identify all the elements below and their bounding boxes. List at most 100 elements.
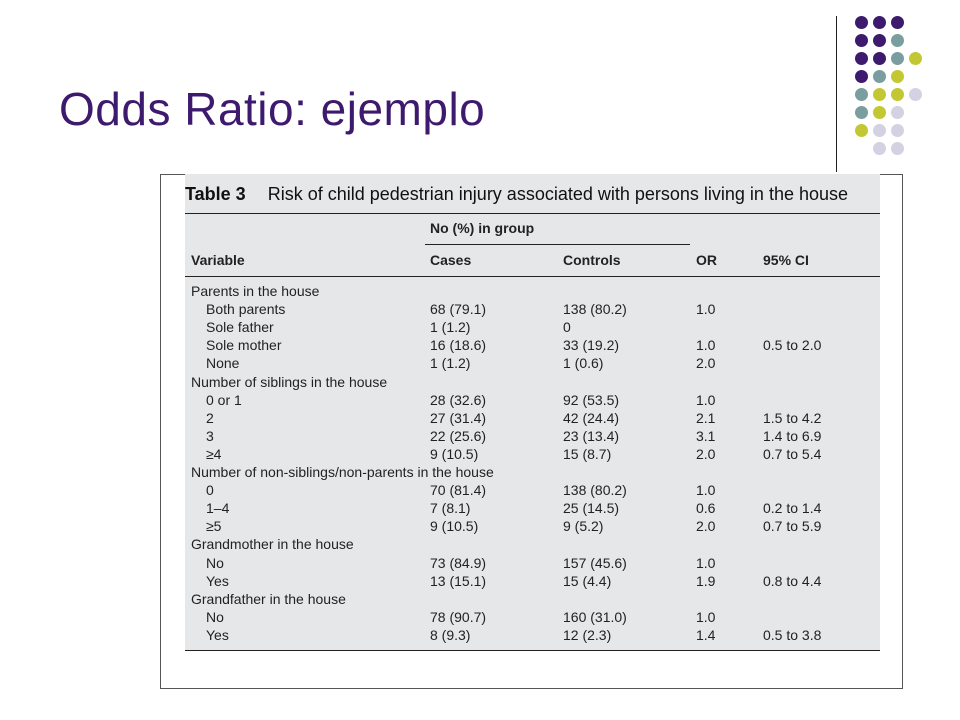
decorative-dot (873, 88, 886, 101)
header-group: No (%) in group (430, 220, 535, 236)
cell-variable: Sole father (206, 319, 274, 336)
table-row: Sole mother 16 (18.6) 33 (19.2) 1.0 0.5 to 2… (0, 337, 960, 355)
cell-or: 1.0 (696, 608, 716, 625)
cell-variable: 1–4 (206, 500, 230, 517)
header-rule (185, 276, 880, 277)
cell-ci: 1.5 to 4.2 (763, 409, 822, 426)
cell-controls: 33 (19.2) (563, 337, 620, 354)
cell-ci: 0.7 to 5.9 (763, 518, 822, 535)
header-variable: Variable (191, 252, 245, 268)
decorative-dot (855, 52, 868, 65)
cell-or: 2.0 (696, 355, 716, 372)
cell-controls: 138 (80.2) (563, 482, 627, 499)
cell-controls: 138 (80.2) (563, 301, 627, 318)
cell-controls: 9 (5.2) (563, 518, 604, 535)
cell-cases: 27 (31.4) (430, 409, 487, 426)
decorative-dot (909, 88, 922, 101)
cell-controls: 12 (2.3) (563, 626, 612, 643)
cell-cases: 28 (32.6) (430, 391, 487, 408)
cell-cases: 1 (1.2) (430, 319, 471, 336)
decorative-dot (909, 52, 922, 65)
cell-ci: 0.8 to 4.4 (763, 572, 822, 589)
cell-or: 1.0 (696, 482, 716, 499)
cell-variable: 0 or 1 (206, 391, 242, 408)
cell-controls: 15 (4.4) (563, 572, 612, 589)
cell-cases: 68 (79.1) (430, 301, 487, 318)
slide-title: Odds Ratio: ejemplo (59, 83, 486, 135)
cell-cases: 73 (84.9) (430, 554, 487, 571)
cell-variable: Grandfather in the house (191, 590, 346, 607)
table-section-row: Number of siblings in the house (0, 374, 960, 392)
table-row: 0 or 1 28 (32.6) 92 (53.5) 1.0 (0, 392, 960, 410)
cell-variable: Parents in the house (191, 283, 320, 299)
decorative-dot (855, 124, 868, 137)
table-row: No 78 (90.7) 160 (31.0) 1.0 (0, 609, 960, 627)
cell-variable: Yes (206, 626, 229, 643)
table-section-row: Grandmother in the house (0, 536, 960, 554)
table-section-row: Parents in the house (0, 283, 960, 301)
cell-cases: 8 (9.3) (430, 626, 471, 643)
cell-cases: 9 (10.5) (430, 518, 479, 535)
cell-variable: Grandmother in the house (191, 536, 354, 553)
cell-cases: 22 (25.6) (430, 427, 487, 444)
cell-variable: No (206, 554, 224, 571)
decorative-dot (873, 70, 886, 83)
cell-cases: 13 (15.1) (430, 572, 487, 589)
cell-or: 0.6 (696, 500, 716, 517)
cell-cases: 70 (81.4) (430, 482, 487, 499)
cell-variable: ≥4 (206, 445, 222, 462)
cell-or: 1.9 (696, 572, 716, 589)
table-number: Table 3 (185, 184, 246, 204)
table-section-row: Number of non-siblings/non-parents in th… (0, 464, 960, 482)
decorative-dot (855, 34, 868, 47)
cell-variable: Number of non-siblings/non-parents in th… (191, 464, 494, 480)
cell-or: 2.0 (696, 518, 716, 535)
table-row: 1–4 7 (8.1) 25 (14.5) 0.6 0.2 to 1.4 (0, 500, 960, 518)
decorative-dot-grid (0, 0, 960, 180)
cell-variable: ≥5 (206, 518, 222, 535)
cell-controls: 92 (53.5) (563, 391, 620, 408)
table-section-row: Grandfather in the house (0, 591, 960, 609)
cell-variable: None (206, 355, 240, 372)
cell-or: 1.4 (696, 626, 716, 643)
decorative-dot (855, 70, 868, 83)
cell-or: 2.0 (696, 445, 716, 462)
table-row: Both parents 68 (79.1) 138 (80.2) 1.0 (0, 301, 960, 319)
cell-controls: 25 (14.5) (563, 500, 620, 517)
cell-or: 1.0 (696, 301, 716, 318)
cell-variable: Yes (206, 572, 229, 589)
decorative-dot (855, 106, 868, 119)
table-row: 3 22 (25.6) 23 (13.4) 3.1 1.4 to 6.9 (0, 428, 960, 446)
table-caption: Table 3 Risk of child pedestrian injury a… (185, 184, 848, 205)
header-cases: Cases (430, 252, 472, 268)
decorative-dot (891, 106, 904, 119)
cell-controls: 0 (563, 319, 571, 336)
cell-cases: 78 (90.7) (430, 608, 487, 625)
table-row: Sole father 1 (1.2) 0 (0, 319, 960, 337)
decorative-dot (891, 16, 904, 29)
cell-or: 2.1 (696, 409, 716, 426)
cell-ci: 1.4 to 6.9 (763, 427, 822, 444)
table-panel (185, 174, 880, 650)
cell-controls: 160 (31.0) (563, 608, 627, 625)
cell-controls: 1 (0.6) (563, 355, 604, 372)
decorative-dot (891, 34, 904, 47)
decorative-dot (873, 16, 886, 29)
cell-ci: 0.5 to 3.8 (763, 626, 822, 643)
cell-controls: 157 (45.6) (563, 554, 627, 571)
cell-cases: 1 (1.2) (430, 355, 471, 372)
decorative-dot (891, 88, 904, 101)
cell-controls: 42 (24.4) (563, 409, 620, 426)
cell-cases: 7 (8.1) (430, 500, 471, 517)
cell-ci: 0.7 to 5.4 (763, 445, 822, 462)
cell-variable: 3 (206, 427, 214, 444)
cell-ci: 0.5 to 2.0 (763, 337, 822, 354)
cell-or: 1.0 (696, 391, 716, 408)
table-row: ≥5 9 (10.5) 9 (5.2) 2.0 0.7 to 5.9 (0, 518, 960, 536)
decorative-dot (873, 34, 886, 47)
decorative-dot (873, 124, 886, 137)
cell-or: 1.0 (696, 337, 716, 354)
table-top-rule (185, 213, 880, 214)
cell-variable: 0 (206, 482, 214, 499)
decorative-dot (873, 142, 886, 155)
